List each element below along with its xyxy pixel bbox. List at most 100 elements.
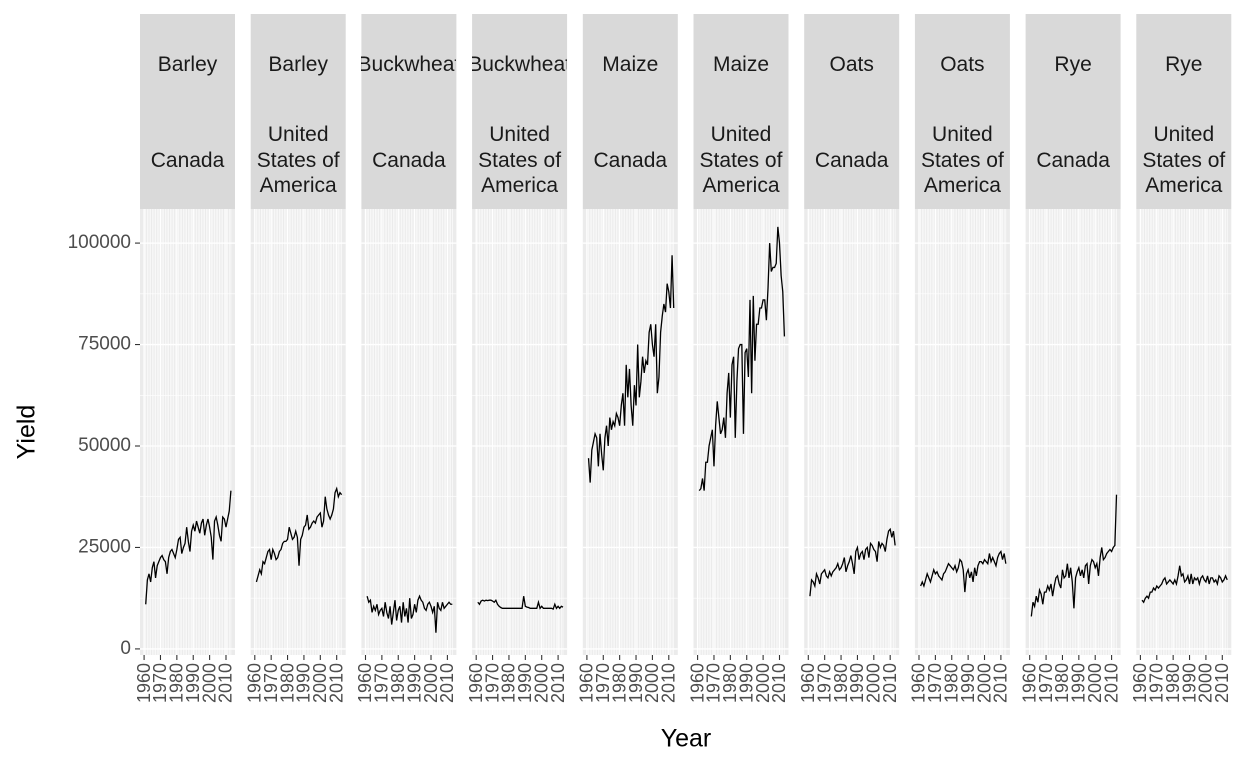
x-tick-label: 1960	[577, 663, 597, 703]
x-tick-label: 1960	[687, 663, 707, 703]
y-tick-label: 75000	[78, 334, 131, 355]
strip-crop: Oats	[940, 53, 985, 77]
strip-crop: Maize	[602, 53, 659, 77]
strip-background	[1136, 14, 1232, 209]
x-tick-label: 1990	[626, 663, 646, 703]
strip-country-box: United States of America	[478, 123, 562, 198]
panel-background	[582, 209, 678, 655]
strip-crop-box: Barley	[268, 53, 328, 77]
x-tick-label: 2000	[421, 663, 441, 703]
strip-country: United States of America	[920, 123, 1004, 198]
x-tick-label: 1970	[261, 663, 281, 703]
x-tick-label: 1970	[482, 663, 502, 703]
x-tick-label: 2000	[199, 663, 219, 703]
x-tick-label: 1980	[831, 663, 851, 703]
strip-crop-box: Maize	[602, 53, 659, 77]
strip-country: Canada	[1036, 148, 1110, 172]
panel-background	[140, 209, 235, 655]
x-tick-label: 1960	[1130, 663, 1150, 703]
x-tick-label: 1980	[167, 663, 187, 703]
x-tick-label: 2010	[326, 663, 346, 703]
strip-country: United States of America	[256, 123, 340, 198]
strip-crop: Barley	[268, 53, 328, 77]
x-tick-label: 2010	[437, 663, 457, 703]
strip-country-box: Canada	[593, 148, 668, 172]
data-line	[477, 596, 564, 611]
strip-crop: Maize	[712, 53, 770, 77]
strip-crop: Barley	[157, 53, 218, 77]
strip-country: United States of America	[699, 123, 783, 198]
data-line	[255, 486, 343, 583]
panel-background	[914, 209, 1010, 655]
strip-crop-box: Oats	[940, 53, 985, 77]
x-tick-label: 2000	[864, 663, 884, 703]
panel-background	[1136, 209, 1232, 655]
strip-country-box: United States of America	[256, 123, 340, 198]
strip-crop: Rye	[1165, 53, 1203, 77]
strip-background	[1025, 14, 1121, 209]
x-tick-label: 1960	[355, 663, 375, 703]
x-tick-label: 2000	[1085, 663, 1105, 703]
strip-crop-box: Barley	[157, 53, 218, 77]
x-tick-label: 2000	[753, 663, 773, 703]
strip-crop-box: Oats	[830, 53, 874, 76]
strip-crop-box: Maize	[712, 53, 770, 77]
strip-background	[582, 14, 678, 209]
strip-country-box: Canada	[372, 149, 446, 172]
x-tick-label: 2010	[548, 663, 568, 703]
x-tick-label: 2000	[974, 663, 994, 703]
panel-background	[472, 209, 568, 655]
strip-crop-box: Rye	[1165, 53, 1203, 77]
data-line	[1030, 494, 1118, 617]
x-tick-label: 1980	[277, 663, 297, 703]
x-tick-label: 1990	[183, 663, 203, 703]
strip-crop: Buckwheat	[472, 53, 568, 77]
x-tick-label: 1990	[1069, 663, 1089, 703]
data-line	[698, 226, 786, 492]
x-tick-label: 1980	[388, 663, 408, 703]
strip-crop-box: Rye	[1054, 53, 1092, 77]
x-tick-label: 1980	[499, 663, 519, 703]
data-line	[366, 594, 453, 633]
strip-country: United States of America	[478, 123, 562, 198]
x-tick-label: 1990	[736, 663, 756, 703]
x-tick-label: 2010	[769, 663, 789, 703]
strip-country: Canada	[593, 148, 668, 172]
panel-background	[361, 209, 457, 655]
x-tick-label: 1980	[1052, 663, 1072, 703]
strip-country: Canada	[150, 148, 225, 172]
x-tick-label: 2000	[642, 663, 662, 703]
x-tick-label: 1990	[958, 663, 978, 703]
strip-country: United States of America	[1142, 123, 1226, 198]
x-tick-label: 2010	[216, 663, 236, 703]
panel-background	[804, 209, 900, 655]
x-tick-label: 1970	[925, 663, 945, 703]
y-axis-label: Yield	[13, 405, 41, 460]
x-tick-label: 1960	[245, 663, 265, 703]
x-axis-label: Year	[661, 725, 712, 753]
x-tick-label: 2000	[531, 663, 551, 703]
x-tick-label: 1960	[134, 663, 154, 703]
x-tick-label: 1980	[1163, 663, 1183, 703]
strip-crop: Rye	[1054, 53, 1092, 77]
strip-country-box: United States of America	[699, 123, 783, 198]
panel-background	[693, 209, 789, 655]
strip-country-box: Canada	[814, 148, 889, 172]
strip-background	[361, 14, 457, 209]
x-tick-label: 1970	[150, 663, 170, 703]
x-tick-label: 2000	[1196, 663, 1216, 703]
x-tick-label: 2000	[310, 663, 330, 703]
strip-country: Canada	[814, 148, 889, 172]
x-tick-label: 1960	[909, 663, 929, 703]
y-tick-label: 25000	[78, 536, 131, 557]
x-tick-label: 1990	[294, 663, 314, 703]
x-tick-label: 1970	[593, 663, 613, 703]
x-tick-label: 1970	[1147, 663, 1167, 703]
strip-crop-box: Buckwheat	[472, 53, 568, 77]
x-tick-label: 1980	[609, 663, 629, 703]
x-tick-label: 1960	[1019, 663, 1039, 703]
x-tick-label: 2010	[991, 663, 1011, 703]
y-tick-label: 50000	[78, 435, 131, 456]
strip-background	[914, 14, 1010, 209]
